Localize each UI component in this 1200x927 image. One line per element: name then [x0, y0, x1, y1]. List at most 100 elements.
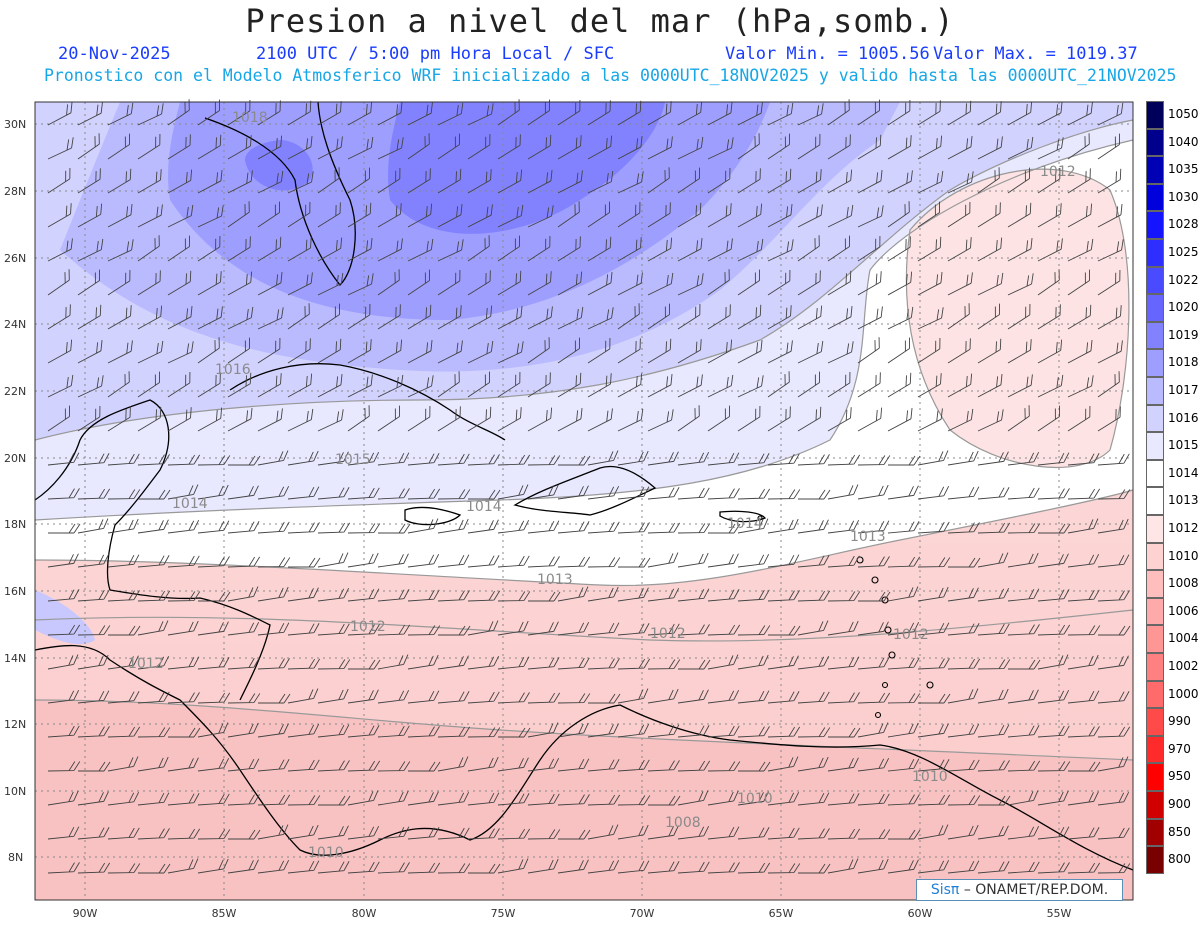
wind-barb	[1097, 371, 1120, 398]
wind-barb	[527, 99, 551, 126]
wind-barb	[287, 860, 320, 874]
wind-barb	[707, 553, 739, 568]
wind-barb	[197, 134, 222, 160]
wind-barb	[1097, 518, 1129, 534]
wind-barb	[197, 236, 221, 262]
wind-barb	[857, 858, 889, 874]
wind-barb	[888, 455, 921, 466]
wind-barb	[287, 623, 320, 636]
wind-barb	[257, 135, 283, 160]
lesser-antilles	[757, 515, 934, 719]
high-low-east	[906, 169, 1129, 468]
wind-barb	[797, 691, 830, 704]
wind-barb	[287, 450, 319, 466]
wind-barb	[707, 374, 734, 398]
wind-barb	[467, 406, 492, 432]
colorbar-swatch	[1146, 404, 1164, 433]
lat-label: 30N	[4, 118, 26, 131]
wind-barb	[797, 792, 830, 806]
wind-barb	[317, 587, 350, 602]
wind-barb	[737, 862, 771, 874]
wind-barb	[947, 795, 981, 806]
lat-label: 18N	[4, 518, 26, 531]
wind-barb	[197, 407, 223, 432]
wind-barb	[857, 169, 883, 194]
wind-barb	[587, 373, 612, 398]
wind-barb	[408, 761, 441, 772]
wind-barb	[767, 239, 794, 262]
wind-barb	[227, 859, 259, 874]
wind-barb	[617, 171, 644, 194]
wind-barb	[167, 169, 193, 194]
wind-barb	[887, 794, 920, 806]
wind-barb	[617, 272, 643, 296]
wind-barb	[438, 625, 471, 636]
wind-barb	[587, 170, 614, 194]
wind-barb	[77, 625, 111, 636]
wind-barb	[767, 133, 791, 160]
wind-barb	[737, 654, 769, 670]
colorbar-label: 950	[1168, 769, 1191, 784]
wind-barb	[527, 621, 559, 636]
wind-barb	[47, 452, 80, 466]
wind-barb	[617, 450, 649, 466]
wind-barb	[47, 761, 81, 772]
wind-barb	[1007, 523, 1041, 534]
wind-barb	[108, 625, 141, 636]
wind-barb	[257, 170, 284, 194]
wind-barb	[137, 691, 170, 704]
wind-barb	[407, 339, 433, 364]
wind-barb	[77, 488, 111, 500]
wind-barb	[887, 586, 919, 602]
wind-barb	[287, 723, 320, 738]
wind-barb	[137, 340, 164, 364]
wind-barb	[377, 862, 410, 874]
wind-barb	[707, 725, 740, 738]
wind-barb	[797, 134, 821, 160]
wind-barb	[437, 133, 461, 160]
colorbar-swatch	[1146, 625, 1164, 653]
wind-barb	[887, 201, 910, 228]
wind-barb	[167, 407, 192, 432]
wind-barb	[947, 373, 973, 398]
colorbar-label: 1040	[1168, 134, 1199, 149]
wind-barb	[1097, 168, 1122, 194]
contour-label: 1016	[215, 362, 251, 378]
wind-barb	[527, 306, 553, 330]
wind-barb	[288, 557, 321, 568]
wind-barb	[588, 693, 621, 704]
colorbar-swatch	[1146, 708, 1164, 736]
wind-barb	[287, 303, 310, 330]
wind-barb	[767, 590, 800, 602]
wind-barb	[227, 722, 259, 738]
wind-barb	[407, 589, 440, 602]
wind-barb	[557, 306, 584, 330]
wind-barb	[707, 488, 740, 500]
wind-barb	[1037, 790, 1069, 806]
lat-label: 20N	[4, 452, 26, 465]
wind-barb	[977, 338, 1002, 364]
wind-barb	[1007, 725, 1040, 738]
wind-barb	[947, 824, 979, 840]
wind-barb	[1067, 791, 1099, 806]
wind-barb	[317, 338, 342, 364]
wind-barb	[497, 656, 530, 670]
colorbar-label: 1013	[1168, 493, 1199, 508]
wind-barb	[257, 236, 282, 262]
wind-barb	[167, 620, 199, 636]
wind-barb	[557, 586, 589, 602]
wind-barb	[797, 103, 824, 126]
wind-barb	[137, 620, 169, 636]
wind-barb	[287, 795, 321, 806]
wind-barb	[467, 727, 501, 738]
colorbar-swatch	[1146, 680, 1164, 709]
wind-barb	[1097, 726, 1131, 738]
wind-barb	[77, 269, 101, 296]
wind-barb	[587, 521, 620, 534]
colorbar-label: 1028	[1168, 217, 1199, 232]
wind-barb	[1007, 237, 1033, 262]
wind-barb	[227, 521, 260, 534]
wind-barb	[317, 409, 344, 432]
wind-barb	[1068, 761, 1101, 772]
colorbar-label: 1019	[1168, 327, 1199, 342]
